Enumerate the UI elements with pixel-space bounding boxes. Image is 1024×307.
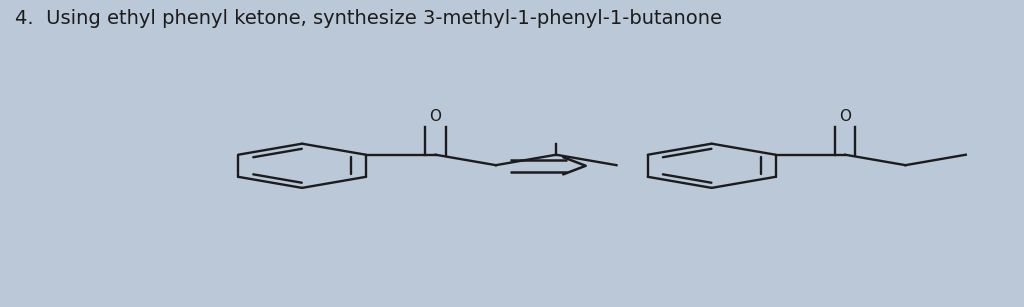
Text: 4.  Using ethyl phenyl ketone, synthesize 3-methyl-1-phenyl-1-butanone: 4. Using ethyl phenyl ketone, synthesize…	[15, 9, 722, 28]
Text: O: O	[839, 109, 851, 124]
Text: O: O	[429, 109, 441, 124]
